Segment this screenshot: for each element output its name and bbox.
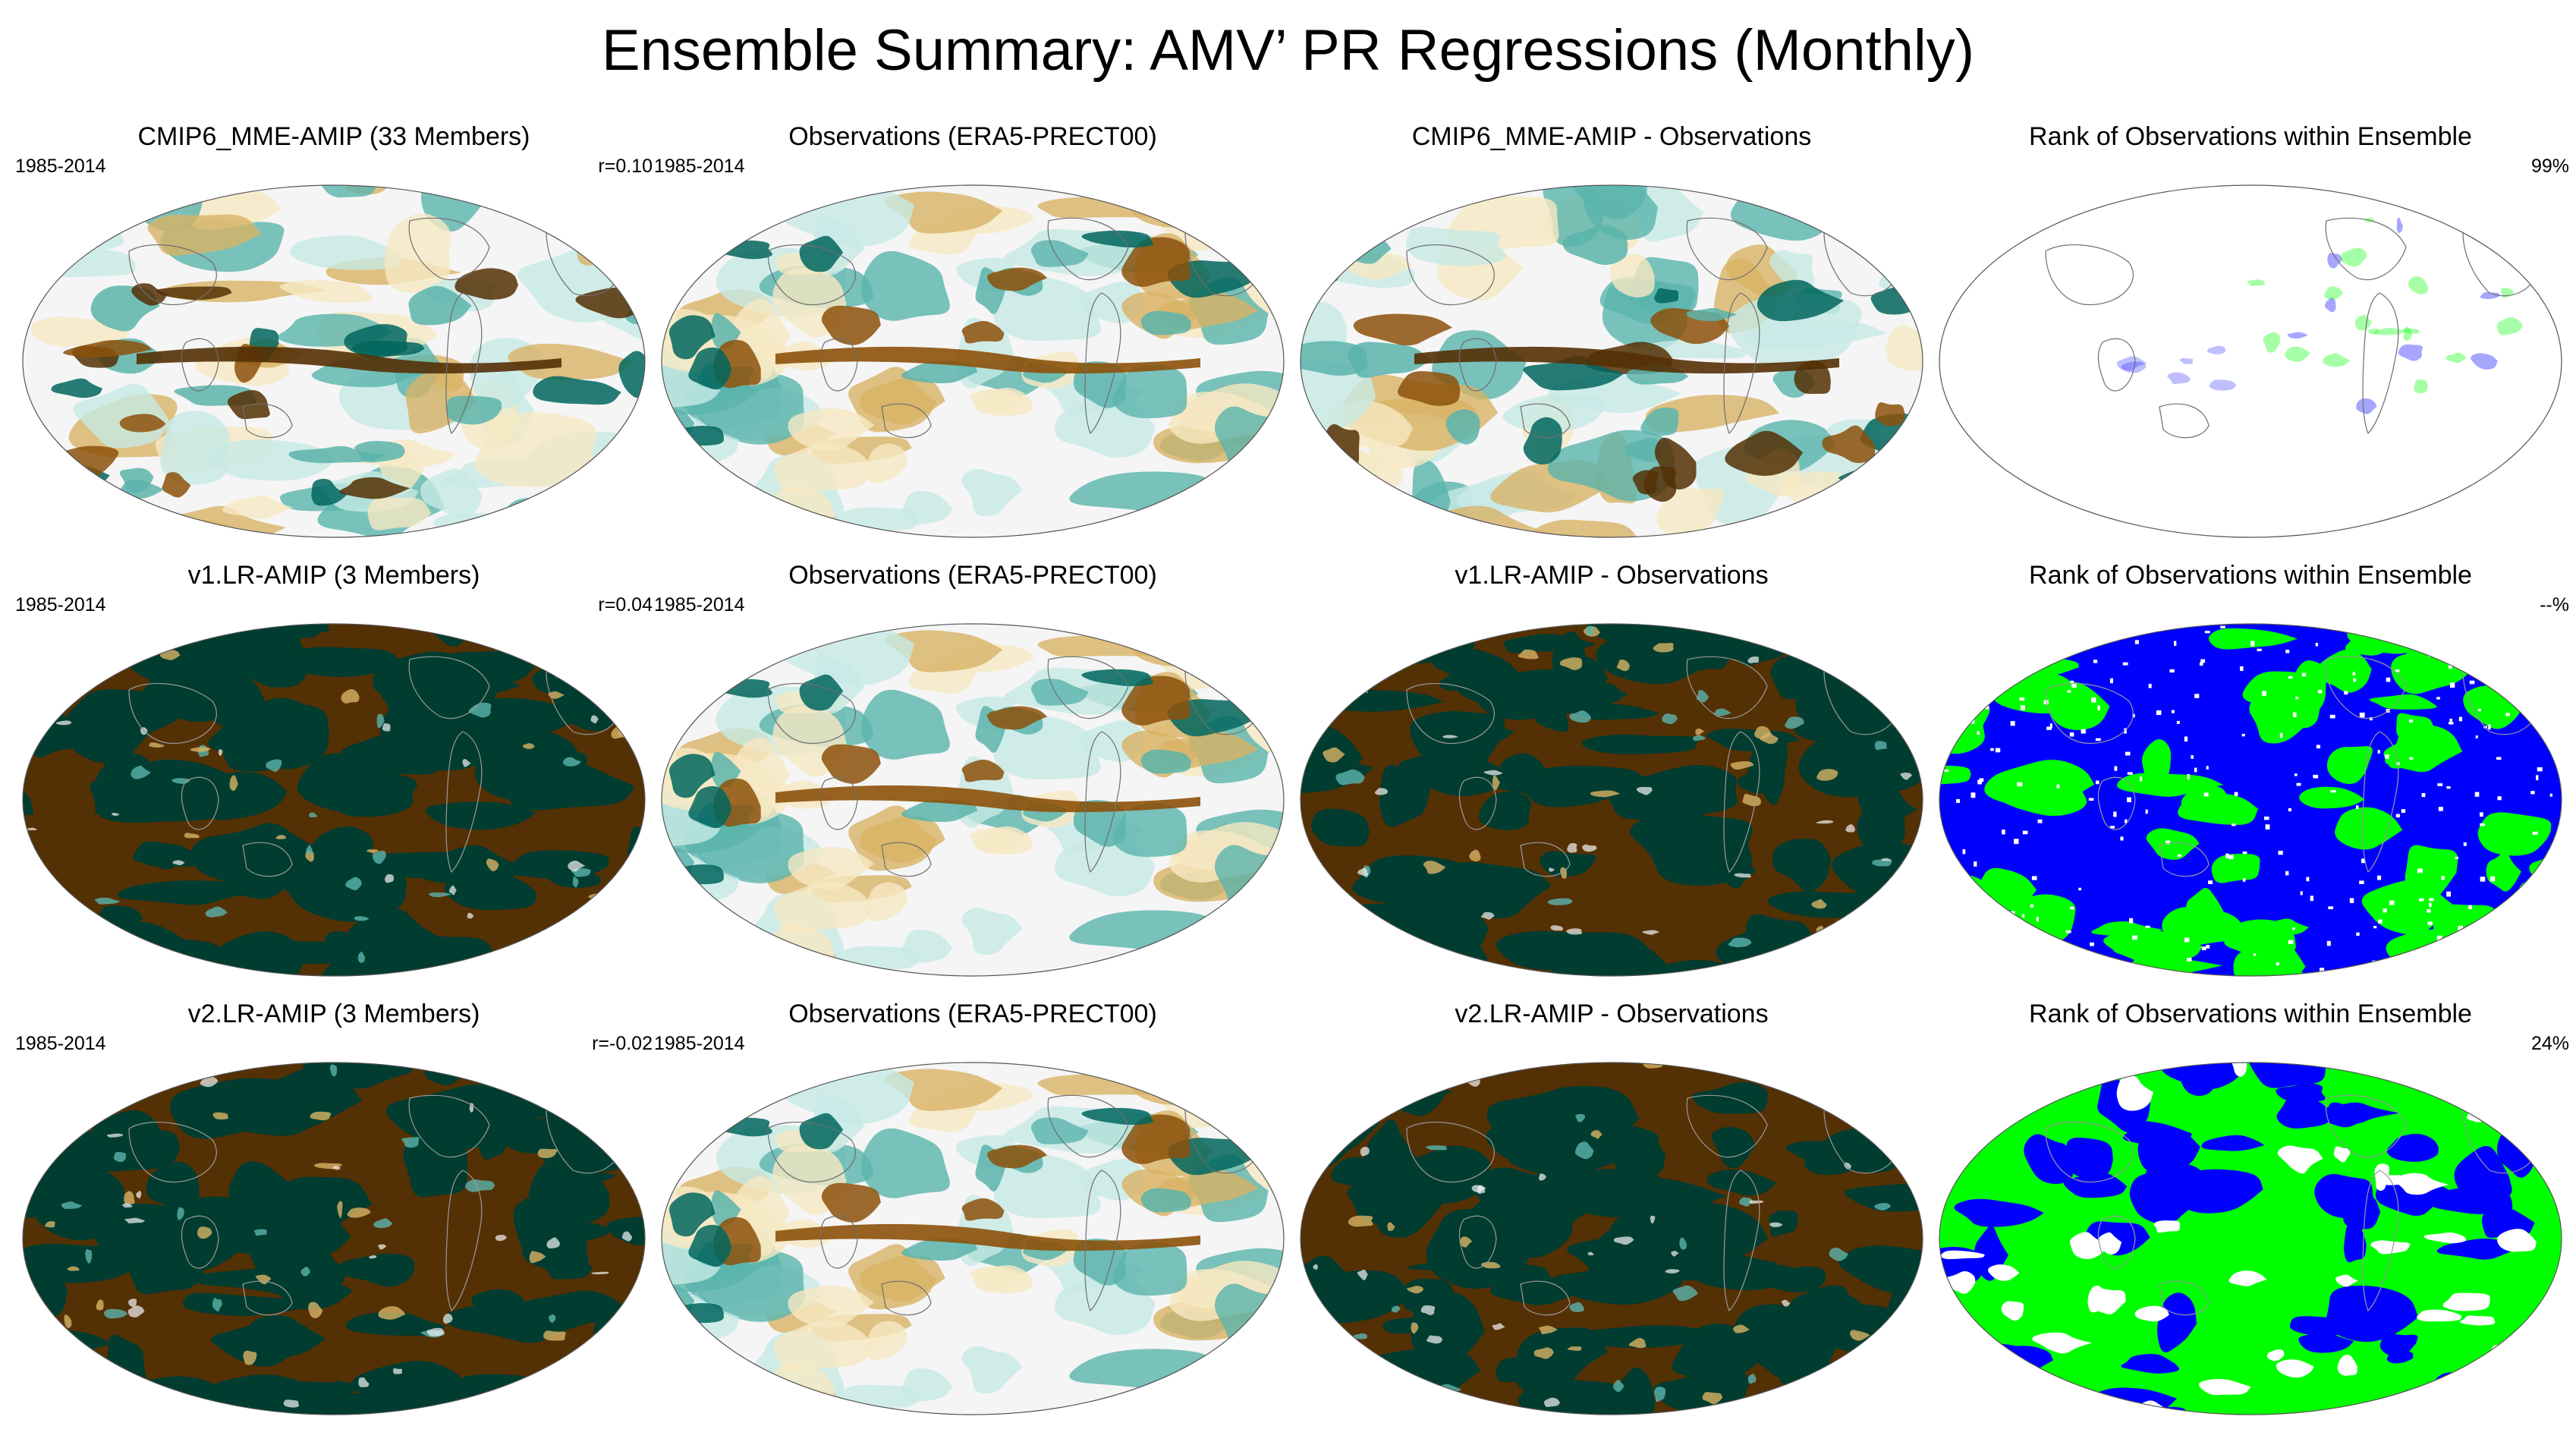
panel-difference: v1.LR-AMIP - Observations [1293, 560, 1930, 993]
rank-percent-label: 99% [2530, 156, 2569, 177]
panel-rank: Rank of Observations within Ensemble 24% [1932, 999, 2569, 1431]
correlation-label: r=-0.02 [592, 1033, 653, 1054]
panel-title: Observations (ERA5-PRECT00) [788, 561, 1157, 590]
difference-map [1293, 179, 1930, 543]
panel-title: CMIP6_MME-AMIP - Observations [1411, 122, 1812, 151]
panel-rank: Rank of Observations within Ensemble --% [1932, 560, 2569, 993]
panel-v2-lr-amip: v2.LR-AMIP (3 Members) 1985-2014 r=-0.02 [15, 999, 653, 1431]
correlation-label: r=0.04 [598, 594, 653, 615]
panel-rank: Rank of Observations within Ensemble 99% [1932, 121, 2569, 554]
figure-title: Ensemble Summary: AMV’ PR Regressions (M… [601, 18, 1975, 83]
panel-v1-lr-amip: v1.LR-AMIP (3 Members) 1985-2014 r=0.04 [15, 560, 653, 993]
panel-observations: Observations (ERA5-PRECT00) 1985-2014 [654, 999, 1291, 1431]
period-label: 1985-2014 [15, 594, 106, 615]
regression-map [15, 179, 653, 543]
period-label: 1985-2014 [654, 594, 745, 615]
rank-percent-label: 24% [2530, 1033, 2569, 1054]
panel-observations: Observations (ERA5-PRECT00) 1985-2014 [654, 560, 1291, 993]
panel-title: Rank of Observations within Ensemble [2029, 1000, 2472, 1028]
panel-title: Observations (ERA5-PRECT00) [788, 1000, 1157, 1028]
panel-title: Observations (ERA5-PRECT00) [788, 122, 1157, 151]
rank-map [1932, 618, 2569, 982]
regression-map [654, 179, 1291, 543]
rank-percent-label: --% [2540, 594, 2569, 615]
rank-map [1932, 179, 2569, 543]
panel-observations: Observations (ERA5-PRECT00) 1985-2014 [654, 121, 1291, 554]
panel-difference: CMIP6_MME-AMIP - Observations [1293, 121, 1930, 554]
regression-map [654, 1056, 1291, 1421]
difference-map [1293, 1056, 1930, 1421]
panel-title: Rank of Observations within Ensemble [2029, 122, 2472, 151]
panel-title: v2.LR-AMIP - Observations [1455, 1000, 1769, 1028]
panel-title: v2.LR-AMIP (3 Members) [187, 1000, 480, 1028]
panel-title: CMIP6_MME-AMIP (33 Members) [137, 122, 530, 151]
panel-difference: v2.LR-AMIP - Observations [1293, 999, 1930, 1431]
rank-map [1932, 1056, 2569, 1421]
difference-map [1293, 618, 1930, 982]
period-label: 1985-2014 [15, 1033, 106, 1054]
period-label: 1985-2014 [654, 156, 745, 177]
panel-title: v1.LR-AMIP (3 Members) [187, 561, 480, 590]
period-label: 1985-2014 [15, 156, 106, 177]
correlation-label: r=0.10 [598, 156, 653, 177]
panel-title: v1.LR-AMIP - Observations [1455, 561, 1769, 590]
panel-cmip6-mme-amip: CMIP6_MME-AMIP (33 Members) 1985-2014 r=… [15, 121, 653, 554]
regression-map [15, 618, 653, 982]
panel-title: Rank of Observations within Ensemble [2029, 561, 2472, 590]
period-label: 1985-2014 [654, 1033, 745, 1054]
regression-map [15, 1056, 653, 1421]
regression-map [654, 618, 1291, 982]
